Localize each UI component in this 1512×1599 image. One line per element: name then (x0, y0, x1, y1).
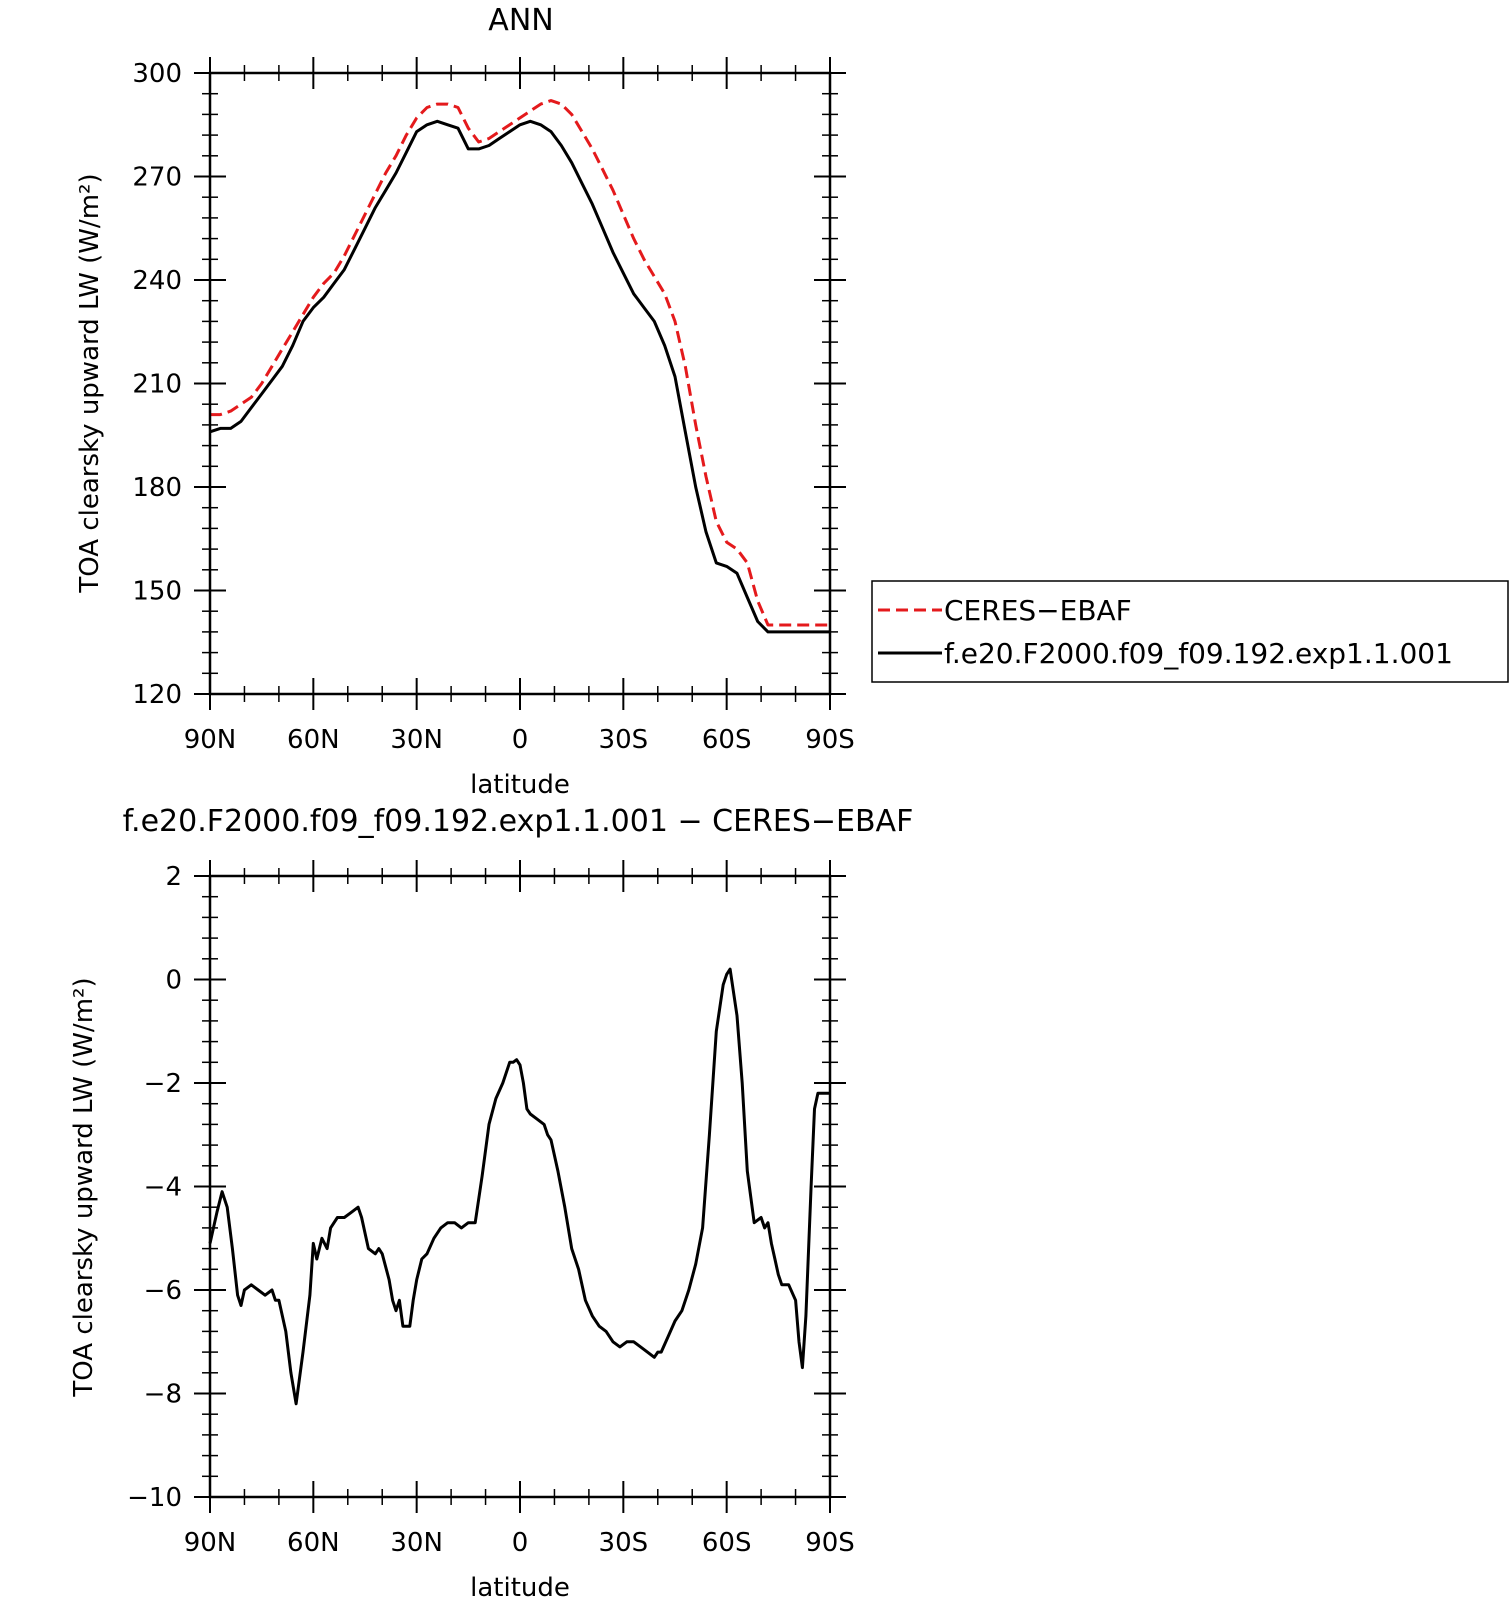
bottom-panel-title: f.e20.F2000.f09_f09.192.exp1.1.001 − CER… (123, 804, 914, 839)
top-ytick-label: 120 (132, 680, 182, 710)
top-ytick-label: 300 (132, 59, 182, 89)
top-xtick-label: 30N (390, 725, 443, 755)
bottom-series-line-0 (208, 967, 830, 1406)
top-plot-lines (209, 99, 830, 634)
bottom-xlabel: latitude (470, 1573, 570, 1599)
legend: CERES−EBAF f.e20.F2000.f09_f09.192.exp1.… (871, 580, 1509, 683)
bottom-ytick-label: −6 (144, 1276, 182, 1306)
bottom-axes: −10 −8 −6 −4 −2 0 2 90N 60N 30N 0 30S 60S 90S (127, 860, 855, 1558)
top-panel-title: ANN (488, 3, 553, 38)
bottom-xtick-label: 60N (287, 1528, 340, 1558)
bottom-xtick-label: 30S (599, 1528, 649, 1558)
bottom-xtick-label: 60S (702, 1528, 752, 1558)
top-series-line-1 (209, 119, 830, 634)
top-ytick-label: 180 (132, 473, 182, 503)
legend-box (871, 580, 1509, 683)
bottom-xtick-label: 0 (512, 1528, 529, 1558)
bottom-ytick-label: 2 (165, 862, 182, 892)
top-xtick-label: 60S (702, 725, 752, 755)
top-plot-frame (208, 71, 832, 696)
top-axes: 120 150 180 210 240 270 300 90N 60N 30N 0 30S 60S 90S (132, 57, 855, 755)
top-ytick-label: 240 (132, 266, 182, 296)
top-ylabel: TOA clearsky upward LW (W/m²) (75, 173, 105, 593)
legend-label-ceres: CERES−EBAF (944, 594, 1132, 627)
bottom-plot-lines (208, 967, 830, 1406)
bottom-xtick-label: 30N (390, 1528, 443, 1558)
top-xtick-label: 60N (287, 725, 340, 755)
legend-label-model: f.e20.F2000.f09_f09.192.exp1.1.001 (944, 637, 1453, 670)
top-xtick-label: 90N (184, 725, 237, 755)
bottom-ytick-label: −10 (127, 1483, 182, 1513)
bottom-xtick-label: 90S (805, 1528, 855, 1558)
top-xlabel: latitude (470, 770, 570, 800)
bottom-ytick-label: −4 (144, 1173, 182, 1203)
top-xtick-label: 90S (805, 725, 855, 755)
bottom-ytick-label: −2 (144, 1069, 182, 1099)
bottom-ytick-label: −8 (144, 1380, 182, 1410)
top-series-line-0 (210, 99, 830, 627)
top-ytick-label: 150 (132, 577, 182, 607)
top-ytick-label: 210 (132, 370, 182, 400)
top-xtick-label: 0 (512, 725, 529, 755)
bottom-xtick-label: 90N (184, 1528, 237, 1558)
bottom-ylabel: TOA clearsky upward LW (W/m²) (69, 977, 99, 1397)
bottom-plot-frame (208, 874, 832, 1499)
top-ytick-label: 270 (132, 163, 182, 193)
bottom-ytick-label: 0 (165, 966, 182, 996)
top-xtick-label: 30S (599, 725, 649, 755)
